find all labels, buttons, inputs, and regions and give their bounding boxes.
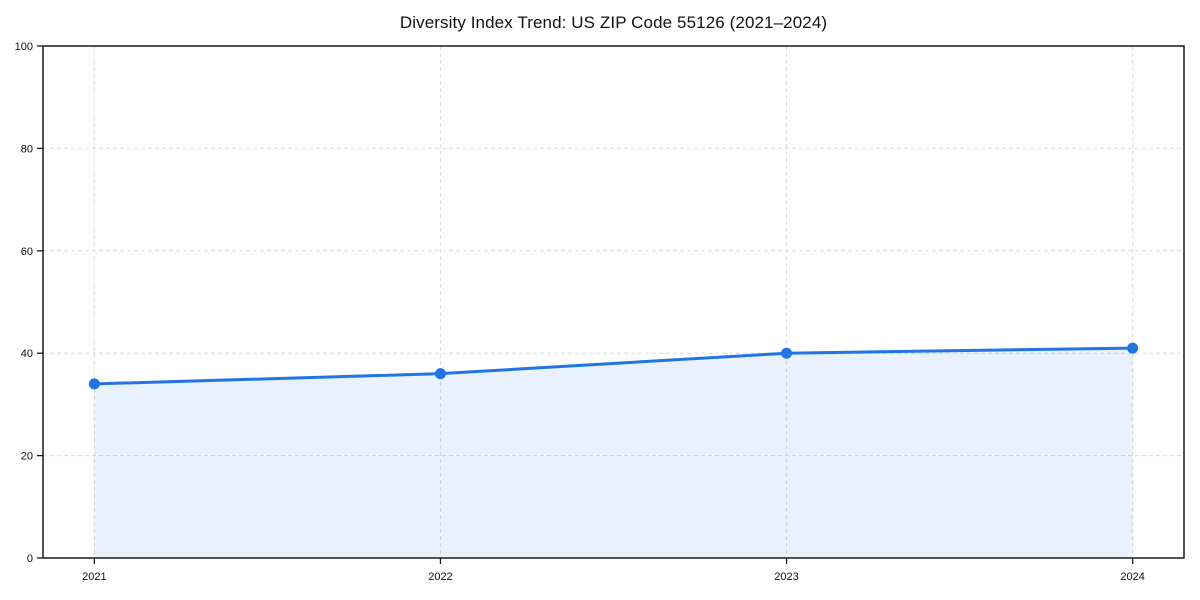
y-tick-label: 80 [21, 143, 33, 155]
data-point-2023 [781, 347, 793, 359]
x-tick-label: 2021 [82, 571, 106, 583]
y-tick-label: 60 [21, 246, 33, 258]
y-tick-label: 100 [15, 41, 33, 53]
data-point-2021 [88, 378, 100, 390]
data-point-2024 [1127, 342, 1139, 354]
y-tick-label: 40 [21, 348, 33, 360]
plot-border [42, 45, 1185, 559]
area-fill [94, 348, 1133, 558]
y-tick-label: 20 [21, 451, 33, 463]
x-tick-label: 2022 [428, 571, 452, 583]
data-point-2022 [434, 368, 446, 380]
x-tick-label: 2023 [774, 571, 798, 583]
x-tick-label: 2024 [1120, 571, 1144, 583]
chart-title: Diversity Index Trend: US ZIP Code 55126… [399, 13, 828, 32]
trend-line [92, 346, 1135, 386]
y-tick-label: 0 [27, 553, 33, 565]
